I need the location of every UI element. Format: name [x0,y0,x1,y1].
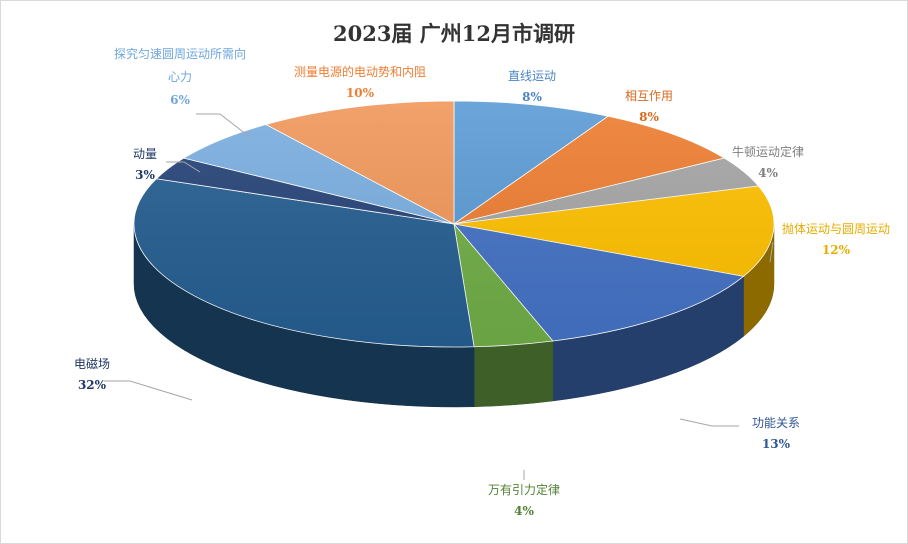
chart-title: 2023届 广州12月市调研 [333,21,575,46]
slice-4-leader [769,241,774,263]
slice-10-label: 测量电源的电动势和内阻 [294,64,426,79]
slice-4-value: 12% [822,243,851,257]
slice-8-label: 动量 [133,147,157,161]
slice-7-value: 32% [78,378,107,392]
pie-top-sheen [134,101,774,347]
slice-3-label: 牛顿运动定律 [732,144,804,159]
slice-6-value: 4% [514,504,534,518]
slice-2-value: 8% [639,110,659,124]
slice-3-value: 4% [758,166,778,180]
slice-9-leader [196,113,252,139]
slice-7-label: 电磁场 [74,356,110,371]
slice-8-value: 3% [135,168,155,182]
slice-8-leader [166,161,201,173]
slice-5-value: 13% [762,437,791,451]
slice-2-label: 相互作用 [625,89,673,103]
slice-5-label: 功能关系 [752,416,800,430]
slice-10-value: 10% [346,86,375,100]
slice-6-side [473,340,554,408]
slice-4-label: 抛体运动与圆周运动 [782,221,890,236]
slice-1-value: 8% [522,90,542,104]
slice-5-leader [679,418,739,427]
slice-9-label: 探究匀速圆周运动所需向心力 [114,46,246,84]
slice-6-label: 万有引力定律 [488,482,560,497]
slice-7-leader [104,380,193,401]
slice-9-value: 6% [170,93,190,107]
slice-1-label: 直线运动 [508,69,556,83]
